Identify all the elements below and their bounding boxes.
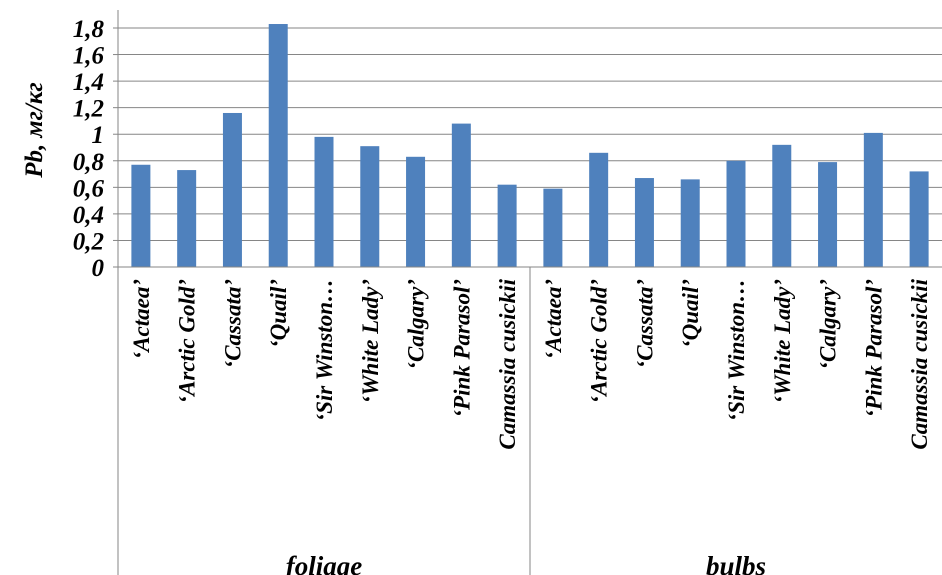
gridlines [118, 27, 942, 241]
bars [131, 24, 929, 268]
category-label: ‘Quail’ [266, 279, 291, 348]
bar [268, 24, 288, 268]
category-labels: ‘Actaea’ ‘Arctic Gold’ ‘Cassata’ ‘Quail’ ‘Si… [129, 278, 932, 449]
y-tick-label: 1,6 [73, 43, 105, 70]
bar [589, 152, 609, 267]
group-labels: foliage bulbs [286, 551, 766, 575]
category-label: ‘Cassata’ [632, 279, 657, 368]
bar [131, 164, 151, 267]
bar [863, 132, 883, 267]
y-tick-label: 0 [92, 255, 105, 282]
y-tick-labels: 00,20,40,60,811,21,41,61,8 [73, 16, 105, 282]
bar [497, 184, 517, 267]
y-tick-label: 0,4 [73, 202, 104, 229]
bar [909, 171, 929, 267]
bar [222, 112, 242, 267]
bar [451, 123, 471, 267]
category-label: ‘Pink Parasol’ [861, 279, 886, 418]
category-label: ‘Actaea’ [129, 279, 154, 359]
category-label: ‘Cassata’ [220, 279, 245, 368]
bar [314, 136, 334, 267]
category-label: ‘Arctic Gold’ [587, 279, 612, 404]
bar [680, 179, 700, 267]
category-label: ‘Calgary’ [404, 279, 429, 370]
category-label: ‘White Lady’ [358, 279, 383, 404]
bar [726, 160, 746, 267]
bar [360, 146, 380, 267]
category-label: ‘Sir Winston… [312, 279, 337, 422]
category-label: ‘Calgary’ [816, 279, 841, 370]
category-label: ‘Actaea’ [541, 279, 566, 359]
y-tick-label: 1 [92, 122, 105, 149]
y-tick-label: 1,2 [73, 96, 104, 123]
category-label: ‘Arctic Gold’ [175, 279, 200, 404]
category-label: ‘Pink Parasol’ [449, 279, 474, 418]
group-label: foliage [286, 551, 362, 575]
group-label: bulbs [706, 551, 766, 575]
y-tick-label: 0,6 [73, 175, 105, 202]
y-axis-label: Pb, мг/кг [21, 82, 48, 178]
bar [543, 188, 563, 267]
bar [634, 178, 654, 267]
category-label: Camassia cusickii [907, 278, 932, 449]
y-tick-label: 1,8 [73, 16, 105, 43]
axes [113, 10, 942, 575]
y-tick-label: 1,4 [73, 69, 104, 96]
category-label: ‘Sir Winston… [724, 279, 749, 422]
bar [406, 156, 426, 267]
category-label: Camassia cusickii [495, 278, 520, 449]
category-label: ‘White Lady’ [770, 279, 795, 404]
category-label: ‘Quail’ [678, 279, 703, 348]
bar [818, 162, 838, 267]
y-tick-label: 0,2 [73, 228, 104, 255]
bar [772, 144, 792, 267]
bar [177, 170, 197, 267]
y-tick-label: 0,8 [73, 149, 105, 176]
